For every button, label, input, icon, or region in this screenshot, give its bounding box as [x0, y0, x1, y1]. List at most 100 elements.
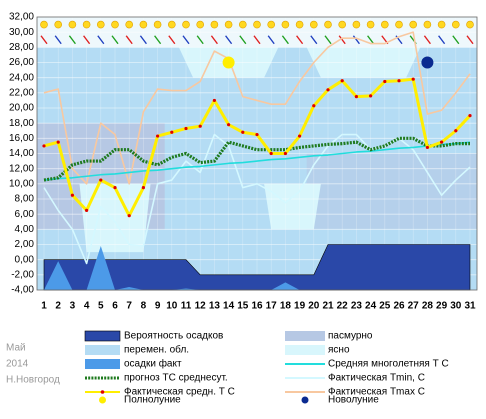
- x-tick-label: 25: [379, 301, 391, 312]
- x-tick-label: 22: [337, 301, 349, 312]
- wind-arrow: [367, 35, 375, 45]
- series-dot: [454, 129, 458, 133]
- x-tick-label: 19: [294, 301, 306, 312]
- x-tick-label: 2: [55, 301, 61, 312]
- weather-icon: [380, 20, 389, 29]
- series-dot: [312, 104, 316, 108]
- weather-icon: [267, 20, 276, 29]
- weather-icon: [338, 20, 347, 29]
- series-dot: [56, 140, 60, 144]
- wind-arrow: [168, 35, 176, 45]
- x-tick-label: 31: [464, 301, 476, 312]
- y-tick-label: 16,00: [9, 133, 34, 144]
- x-tick-label: 10: [166, 301, 178, 312]
- legend-label: Фактическая Tmin, C: [328, 373, 425, 384]
- legend-swatch: [85, 345, 120, 355]
- x-tick-label: 6: [112, 301, 118, 312]
- y-tick-label: 12,00: [9, 163, 34, 174]
- plot-frame: [36, 16, 478, 291]
- x-tick-label: 21: [322, 301, 334, 312]
- y-tick-label: 10,00: [9, 178, 34, 189]
- wind-arrow: [97, 35, 105, 45]
- x-tick-label: 20: [308, 301, 320, 312]
- x-tick-label: 27: [408, 301, 420, 312]
- wind-arrow: [225, 35, 233, 45]
- weather-icon: [68, 20, 77, 29]
- weather-icon: [437, 20, 446, 29]
- footer-city: Н.Новгород: [6, 375, 60, 386]
- series-dot: [383, 79, 387, 84]
- wind-arrow: [267, 35, 275, 45]
- weather-icon: [395, 20, 403, 29]
- series-dot: [255, 132, 259, 137]
- series-dot: [42, 144, 46, 148]
- series-line: [43, 133, 471, 265]
- weather-icon: [111, 20, 119, 29]
- legend-label: перемен. обл.: [124, 344, 189, 356]
- series-dot: [198, 124, 202, 128]
- legend-label: Новолуние: [328, 395, 379, 406]
- x-tick-label: 28: [422, 301, 434, 312]
- weather-icon: [182, 20, 190, 29]
- series-line: [43, 136, 470, 182]
- weather-icon: [309, 20, 318, 29]
- y-tick-label: 24,00: [9, 72, 34, 83]
- wind-arrow: [239, 35, 247, 45]
- legend-swatch: [84, 330, 121, 342]
- y-tick-label: 0,00: [15, 254, 35, 265]
- series-dot: [397, 79, 401, 83]
- legend-label: пасмурно: [328, 331, 373, 342]
- legend-label: ясно: [328, 345, 350, 356]
- series-dot: [184, 126, 188, 131]
- wind-arrow: [40, 35, 48, 45]
- wind-arrow: [253, 35, 261, 45]
- weather-icon: [139, 20, 148, 29]
- x-tick-label: 9: [155, 301, 161, 312]
- wind-arrow: [54, 35, 62, 45]
- x-tick-label: 30: [450, 301, 462, 312]
- x-tick-label: 7: [126, 301, 132, 312]
- weather-icon: [324, 20, 332, 29]
- x-tick-label: 24: [365, 301, 377, 312]
- series-dot: [425, 145, 429, 150]
- y-tick-label: -2,00: [11, 269, 34, 280]
- weather-icon: [295, 20, 304, 29]
- y-tick-label: 20,00: [9, 103, 34, 114]
- legend-label: Вероятность осадков: [124, 331, 223, 342]
- wind-arrow: [139, 35, 147, 45]
- wind-arrow: [466, 35, 474, 45]
- wind-arrow: [438, 35, 446, 45]
- legend-label: Фактическая Tmax C: [328, 387, 425, 398]
- x-tick-label: 11: [181, 301, 192, 312]
- series-dot: [141, 186, 145, 190]
- y-tick-label: 18,00: [9, 118, 34, 129]
- x-tick-label: 18: [280, 301, 292, 312]
- legend-label: Фактическая средн. Т С: [124, 387, 235, 398]
- wind-arrow: [452, 35, 460, 45]
- wind-arrow: [125, 35, 133, 45]
- y-tick-label: 8,00: [15, 194, 35, 205]
- series-line: [43, 141, 471, 181]
- weather-icon: [54, 20, 63, 29]
- y-tick-label: 22,00: [9, 87, 34, 98]
- legend-swatch: [285, 345, 325, 355]
- x-tick-label: 1: [41, 301, 47, 312]
- series-dot: [227, 123, 231, 127]
- x-tick-label: 13: [209, 301, 221, 312]
- weather-icon: [366, 20, 375, 29]
- series-line: [43, 31, 471, 185]
- wind-arrow: [352, 35, 360, 45]
- legend-swatch: [99, 396, 106, 404]
- weather-icon: [253, 20, 261, 29]
- wind-arrow: [196, 35, 204, 45]
- series-dot: [170, 130, 174, 134]
- y-tick-label: 26,00: [9, 57, 34, 68]
- weather-icon: [40, 20, 48, 29]
- legend-label: Полнолуние: [124, 395, 181, 406]
- weather-icon: [196, 20, 204, 29]
- series-dot: [212, 98, 216, 103]
- wind-arrow: [210, 35, 218, 45]
- weather-icon: [82, 20, 91, 29]
- weather-icon: [239, 20, 247, 29]
- x-tick-label: 15: [237, 301, 249, 312]
